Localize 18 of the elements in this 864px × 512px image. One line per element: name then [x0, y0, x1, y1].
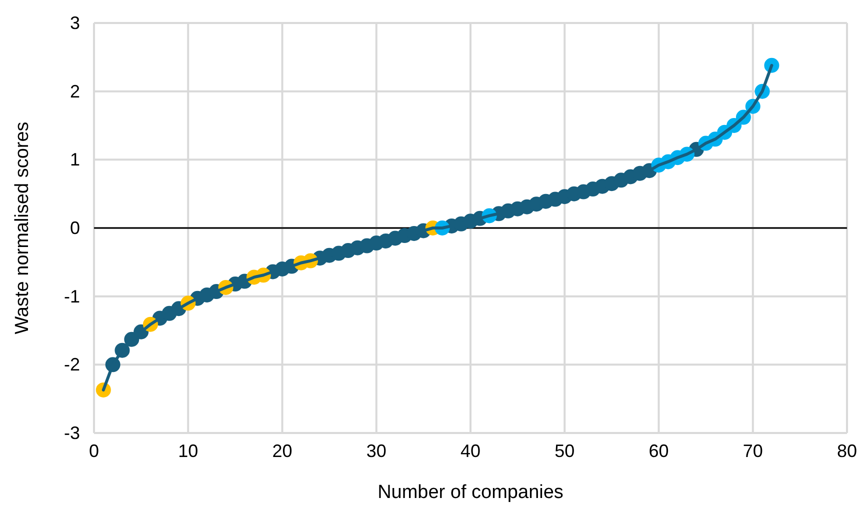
y-tick-label: -3 [64, 423, 80, 443]
y-tick-label: 3 [70, 13, 80, 33]
y-axis-title: Waste normalised scores [12, 122, 33, 334]
x-tick-label: 80 [836, 441, 858, 461]
x-tick-label: 70 [742, 441, 763, 461]
y-tick-label: 1 [70, 150, 80, 170]
x-tick-label: 30 [366, 441, 386, 461]
y-tick-label: 0 [70, 218, 80, 238]
y-tick-label: -2 [64, 354, 80, 375]
x-tick-label: 60 [648, 441, 669, 461]
x-tick-label: 40 [460, 441, 481, 461]
x-tick-label: 20 [272, 441, 292, 461]
x-tick-label: 10 [178, 441, 198, 461]
x-tick-label: 50 [554, 441, 575, 461]
y-tick-label: 2 [70, 81, 80, 102]
x-tick-label: 0 [88, 441, 100, 461]
y-tick-label: -1 [64, 286, 80, 306]
x-axis-title: Number of companies [378, 482, 564, 503]
